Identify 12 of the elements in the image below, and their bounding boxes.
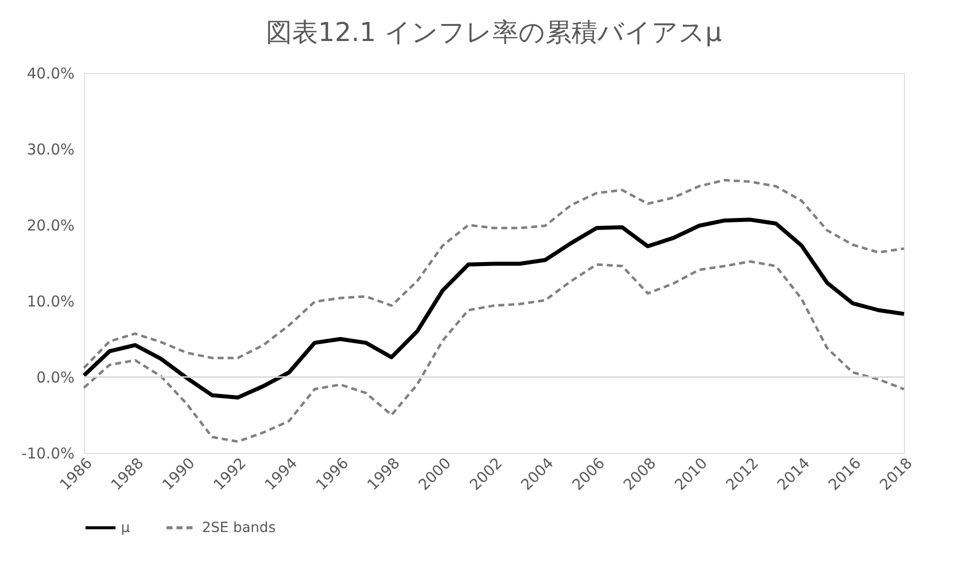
line-series xyxy=(82,218,906,400)
y-tick-label: 10.0% xyxy=(26,292,74,310)
legend-label: 2SE bands xyxy=(202,520,276,536)
y-tick-label: 30.0% xyxy=(26,140,74,158)
line-series xyxy=(82,260,906,443)
y-tick-label: 40.0% xyxy=(26,64,74,82)
legend-label: μ xyxy=(121,520,130,536)
y-tick-label: -10.0% xyxy=(21,444,74,462)
y-tick-label: 20.0% xyxy=(26,216,74,234)
line-series xyxy=(82,178,906,370)
chart-title: 図表12.1 インフレ率の累積バイアスμ xyxy=(266,18,722,48)
y-tick-label: 0.0% xyxy=(36,368,74,386)
